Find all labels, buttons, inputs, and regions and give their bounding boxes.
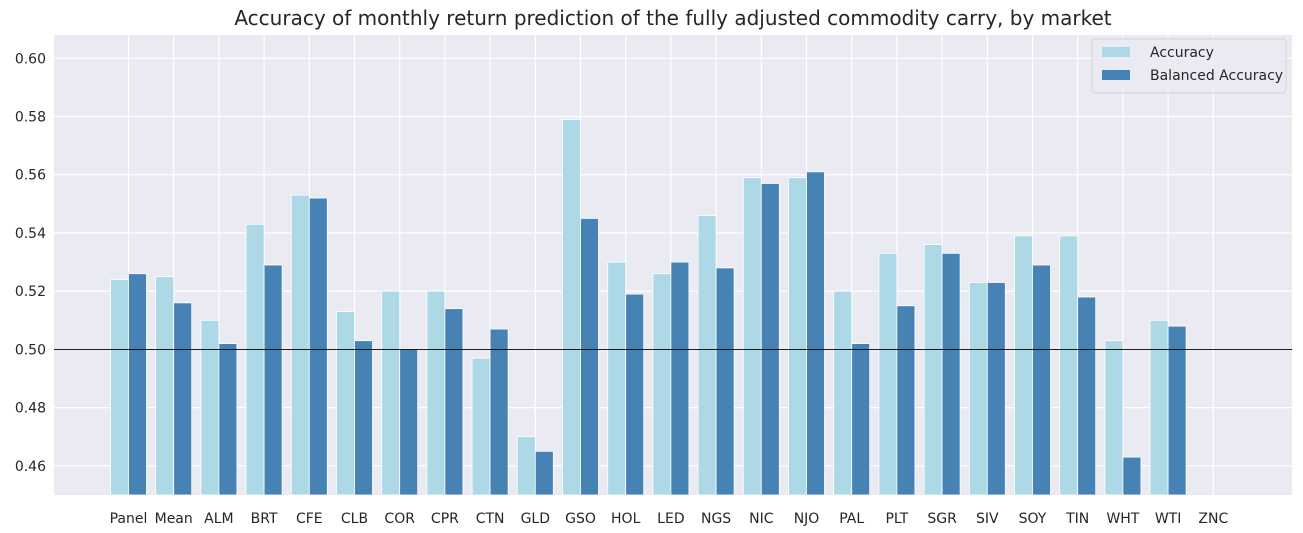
y-tick-label: 0.52 [15, 284, 46, 300]
bar-accuracy-tin [1059, 235, 1079, 496]
bar-accuracy-plt [878, 252, 898, 496]
bar-accuracy-sgr [923, 244, 943, 496]
bar-balanced-accuracy-gso [580, 218, 599, 496]
bar-accuracy-hol [607, 261, 627, 496]
x-tick-label-gso: GSO [565, 511, 596, 527]
legend-swatch-balanced-accuracy [1102, 70, 1130, 80]
y-tick-label: 0.58 [15, 110, 46, 126]
bar-accuracy-siv [968, 282, 988, 496]
x-axis-ticks: Panel Mean ALM BRT CFE CLB COR CPR CTN GLD GSO HOL L… [110, 511, 1229, 527]
bar-accuracy-brt [245, 223, 265, 496]
bar-balanced-accuracy-sgr [941, 252, 961, 496]
y-axis-ticks: 0.46 0.48 0.50 0.52 0.54 0.56 0.58 0.60 [15, 51, 46, 475]
bars [110, 119, 1187, 496]
bar-accuracy-pal [833, 290, 853, 496]
bar-balanced-accuracy-nic [760, 183, 780, 496]
x-tick-label-cfe: CFE [296, 511, 323, 527]
bar-accuracy-cfe [290, 194, 310, 496]
bar-balanced-accuracy-ngs [715, 267, 735, 496]
bar-balanced-accuracy-gld [534, 450, 554, 496]
bar-accuracy-ctn [471, 357, 491, 496]
bar-accuracy-ngs [697, 215, 717, 496]
x-tick-label-panel: Panel [110, 511, 148, 527]
bar-accuracy-alm [200, 319, 220, 496]
bar-balanced-accuracy-pal [851, 343, 871, 496]
legend-label-balanced-accuracy: Balanced Accuracy [1150, 68, 1283, 84]
x-tick-label-ngs: NGS [701, 511, 731, 527]
x-tick-label-clb: CLB [341, 511, 368, 527]
x-tick-label-led: LED [657, 511, 684, 527]
x-tick-label-wti: WTI [1155, 511, 1182, 527]
bar-accuracy-wht [1104, 340, 1124, 496]
bar-balanced-accuracy-led [670, 261, 690, 496]
y-tick-label: 0.48 [15, 401, 46, 417]
y-tick-label: 0.56 [15, 168, 46, 184]
bar-accuracy-cpr [426, 290, 446, 496]
x-tick-label-znc: ZNC [1198, 511, 1228, 527]
bar-balanced-accuracy-brt [263, 264, 283, 496]
bar-balanced-accuracy-hol [625, 293, 645, 496]
x-tick-label-mean: Mean [155, 511, 193, 527]
x-tick-label-wht: WHT [1106, 511, 1139, 527]
bar-accuracy-wti [1149, 319, 1169, 496]
x-tick-label-siv: SIV [976, 511, 999, 527]
bar-balanced-accuracy-wti [1167, 325, 1187, 496]
legend-box [1091, 38, 1287, 94]
y-tick-label: 0.50 [15, 342, 46, 358]
bar-balanced-accuracy-plt [896, 305, 916, 496]
bar-accuracy-led [652, 273, 672, 496]
bar-balanced-accuracy-cpr [444, 308, 464, 496]
bar-accuracy-gld [516, 436, 536, 496]
chart-title: Accuracy of monthly return prediction of… [234, 6, 1111, 30]
y-tick-label: 0.46 [15, 459, 46, 475]
x-tick-label-pal: PAL [839, 511, 864, 527]
x-tick-label-alm: ALM [204, 511, 233, 527]
bar-balanced-accuracy-cor [399, 349, 419, 496]
bar-accuracy-soy [1014, 235, 1033, 496]
x-tick-label-gld: GLD [521, 511, 550, 527]
y-tick-label: 0.60 [15, 51, 46, 67]
legend-swatch-accuracy [1102, 47, 1130, 57]
bar-balanced-accuracy-mean [173, 302, 193, 496]
bar-balanced-accuracy-wht [1122, 456, 1142, 496]
bar-accuracy-clb [336, 311, 355, 496]
bar-accuracy-nic [742, 177, 762, 496]
x-tick-label-hol: HOL [611, 511, 641, 527]
x-tick-label-ctn: CTN [476, 511, 505, 527]
bar-balanced-accuracy-panel [128, 273, 147, 496]
legend-label-accuracy: Accuracy [1150, 45, 1214, 61]
x-tick-label-sgr: SGR [927, 511, 957, 527]
bar-balanced-accuracy-tin [1077, 296, 1097, 496]
bar-accuracy-gso [562, 119, 581, 496]
x-tick-label-tin: TIN [1065, 511, 1089, 527]
x-tick-label-njo: NJO [794, 511, 820, 527]
bar-balanced-accuracy-soy [1032, 264, 1051, 496]
bar-balanced-accuracy-alm [218, 343, 238, 496]
bar-accuracy-njo [788, 177, 807, 496]
y-tick-label: 0.54 [15, 226, 46, 242]
bar-balanced-accuracy-clb [354, 340, 373, 496]
x-tick-label-brt: BRT [251, 511, 278, 527]
x-tick-label-nic: NIC [749, 511, 774, 527]
bar-balanced-accuracy-siv [986, 282, 1006, 496]
bar-balanced-accuracy-njo [806, 171, 825, 496]
bar-accuracy-mean [155, 276, 175, 496]
bar-accuracy-panel [110, 279, 129, 496]
x-tick-label-plt: PLT [885, 511, 908, 527]
x-tick-label-soy: SOY [1019, 511, 1047, 527]
bar-accuracy-cor [381, 290, 401, 496]
bar-balanced-accuracy-cfe [308, 197, 328, 496]
x-tick-label-cpr: CPR [431, 511, 459, 527]
x-tick-label-cor: COR [384, 511, 415, 527]
legend: Accuracy Balanced Accuracy [1091, 38, 1287, 94]
bar-balanced-accuracy-ctn [489, 328, 509, 496]
